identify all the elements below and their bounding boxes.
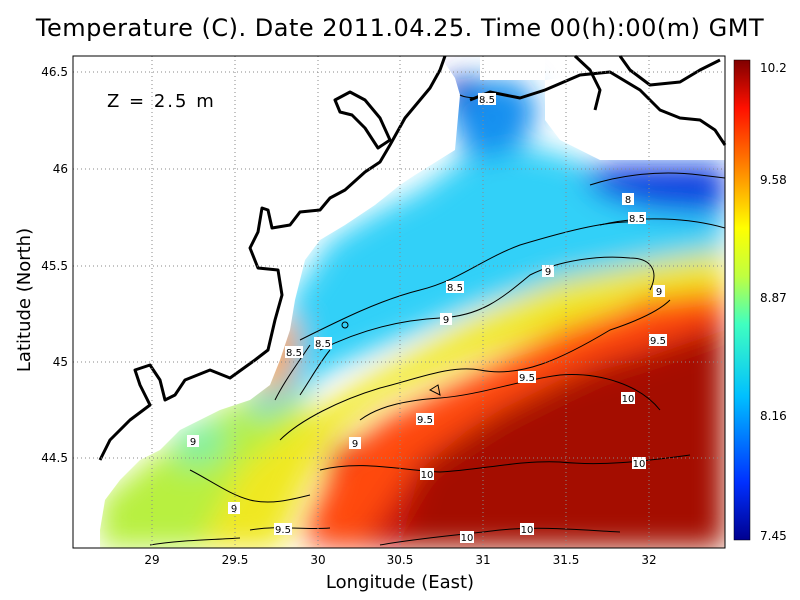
y-tick-label: 44.5 [41, 451, 68, 465]
colorbar-label: 7.45 [760, 529, 787, 543]
contour-label: 9 [231, 504, 237, 515]
coastline [98, 54, 727, 461]
contour-label: 9 [443, 315, 449, 326]
temperature-field [73, 56, 725, 548]
contour-label: 8.5 [315, 339, 331, 350]
x-tick-label: 32 [641, 553, 656, 567]
colorbar-label: 8.16 [760, 409, 787, 423]
colorbar-labels: 10.2 9.58 8.87 8.16 7.45 [760, 61, 787, 543]
x-tick-label: 30 [310, 553, 325, 567]
contour-label: 9.5 [275, 525, 291, 536]
x-tick-label: 30.5 [387, 553, 414, 567]
x-axis-label: Longitude (East) [326, 572, 474, 593]
colorbar-label: 10.2 [760, 61, 787, 75]
contour-label: 10 [461, 533, 474, 544]
map-title: Temperature (C). Date 2011.04.25. Time 0… [35, 14, 765, 42]
y-axis-label: Latitude (North) [14, 228, 35, 372]
plot-frame [72, 55, 726, 549]
contour-label: 10 [521, 525, 534, 536]
contour-label: 9 [352, 439, 358, 450]
contour-label: 8.5 [286, 348, 302, 359]
gridlines [73, 56, 725, 548]
x-tick-label: 29 [144, 553, 159, 567]
x-tick-label: 29.5 [222, 553, 249, 567]
colorbar-label: 8.87 [760, 291, 787, 305]
y-tick-label: 45.5 [41, 259, 68, 273]
contour-label: 9 [656, 287, 662, 298]
contour-label: 10 [633, 459, 646, 470]
contour-label: 8.5 [447, 283, 463, 294]
x-tick-labels: 29 29.5 30 30.5 31 31.5 32 [144, 553, 656, 567]
depth-label: Z = 2.5 m [107, 91, 216, 112]
contour-label: 9 [190, 437, 196, 448]
contour-label: 10 [622, 394, 635, 405]
contour-label: 9.5 [650, 336, 666, 347]
contour-label-group: 8.5 8 8.5 9 8.5 9 9 8.5 8.5 9.5 9.5 10 9… [187, 93, 667, 544]
x-tick-label: 31 [475, 553, 490, 567]
contour-label: 9 [545, 267, 551, 278]
contour-label: 8.5 [479, 95, 495, 106]
contour-label: 10 [421, 470, 434, 481]
contour-label: 8 [625, 195, 631, 206]
y-tick-labels: 46.5 46 45.5 45 44.5 [41, 65, 68, 465]
colorbar [733, 59, 751, 541]
x-tick-label: 31.5 [553, 553, 580, 567]
y-tick-label: 46.5 [41, 65, 68, 79]
contour-label: 9.5 [417, 415, 433, 426]
y-tick-label: 45 [53, 355, 68, 369]
y-tick-label: 46 [53, 162, 68, 176]
colorbar-label: 9.58 [760, 173, 787, 187]
contour-label: 9.5 [519, 373, 535, 384]
contour-label: 8.5 [629, 214, 645, 225]
